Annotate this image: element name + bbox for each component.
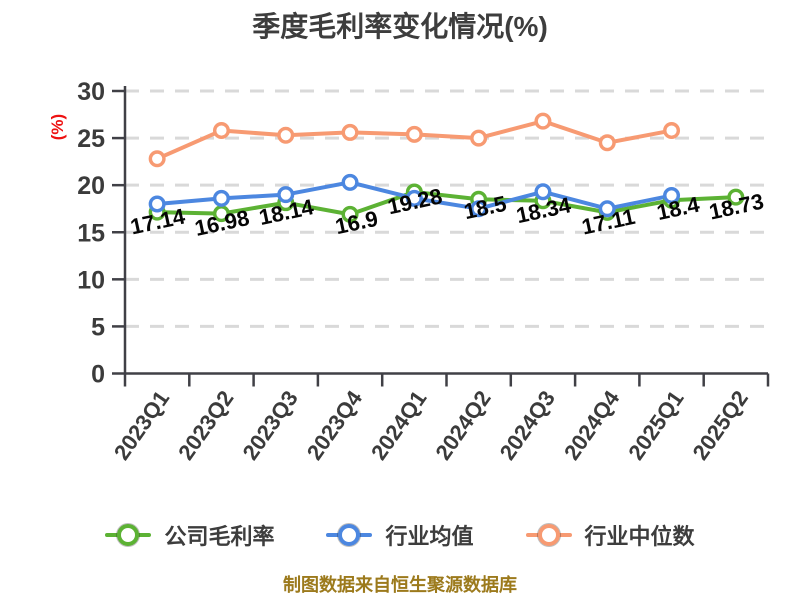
x-tick-label: 2024Q4 <box>559 385 625 464</box>
legend-label-industry-median: 行业中位数 <box>584 524 695 549</box>
y-tick-label: 5 <box>91 313 105 341</box>
y-tick-label: 20 <box>77 172 105 200</box>
x-tick-label: 2024Q3 <box>495 386 560 464</box>
x-tick-label: 2023Q3 <box>237 386 302 464</box>
legend-item-industry-median[interactable]: 行业中位数 <box>525 519 695 551</box>
legend-item-industry-average[interactable]: 行业均值 <box>326 519 474 551</box>
series-point-2-2023Q2 <box>212 122 230 140</box>
legend-line-industry-median <box>525 524 572 546</box>
data-label: 17.14 <box>128 203 188 239</box>
series-point-1-2025Q1 <box>663 187 681 205</box>
x-tick-label: 2025Q1 <box>623 386 688 464</box>
series-point-2-2023Q3 <box>277 126 295 144</box>
series-point-2-2024Q3 <box>534 112 552 130</box>
data-label: 18.5 <box>462 191 509 224</box>
x-tick-label: 2025Q2 <box>688 386 753 464</box>
legend-label-industry-average: 行业均值 <box>385 524 474 549</box>
series-line-0 <box>155 189 738 217</box>
chart-canvas: 0510152025302023Q12023Q22023Q32023Q42024… <box>48 78 770 465</box>
legend-circle-icon <box>117 524 140 546</box>
x-tick-label: 2023Q1 <box>109 386 174 464</box>
series-point-2-2023Q4 <box>341 123 359 141</box>
chart-title: 季度毛利率变化情况(%) <box>252 11 548 42</box>
legend-line-company <box>105 524 152 546</box>
series-point-0-2023Q4 <box>341 205 359 223</box>
legend: 公司毛利率 行业均值 行业中位数 <box>0 519 800 551</box>
series-point-1-2023Q1 <box>148 195 166 213</box>
data-label: 18.14 <box>257 194 317 230</box>
series-point-2-2023Q1 <box>148 150 166 168</box>
series-point-2-2024Q4 <box>598 134 616 152</box>
y-tick-label: 0 <box>91 361 105 389</box>
source-note: 制图数据来自恒生聚源数据库 <box>283 575 517 595</box>
series-point-2-2024Q2 <box>470 129 488 147</box>
series-point-1-2024Q1 <box>405 189 423 207</box>
series-point-1-2024Q4 <box>598 200 616 218</box>
x-tick-label: 2024Q1 <box>366 386 431 464</box>
legend-line-industry-average <box>326 524 373 546</box>
series-point-1-2024Q3 <box>534 183 552 201</box>
series-point-0-2025Q2 <box>727 188 745 206</box>
x-tick-label: 2023Q2 <box>173 386 238 464</box>
y-tick-label: 10 <box>77 266 105 294</box>
y-tick-label: 30 <box>77 78 105 106</box>
series-point-2-2025Q1 <box>663 122 681 140</box>
legend-circle-icon <box>338 524 361 546</box>
series-point-1-2024Q2 <box>470 200 488 218</box>
x-tick-label: 2023Q4 <box>302 385 368 464</box>
data-label: 16.98 <box>192 205 251 241</box>
series-point-1-2023Q4 <box>341 173 359 191</box>
series-point-1-2023Q2 <box>212 189 230 207</box>
y-tick-label: 15 <box>77 219 105 247</box>
y-axis-title: (%) <box>48 114 67 140</box>
legend-label-company: 公司毛利率 <box>164 524 275 549</box>
legend-item-company-gross-margin[interactable]: 公司毛利率 <box>105 519 274 551</box>
series-point-1-2023Q3 <box>277 186 295 204</box>
y-tick-label: 25 <box>77 125 105 153</box>
series-point-2-2024Q1 <box>405 125 423 143</box>
x-tick-label: 2024Q2 <box>430 386 495 464</box>
legend-circle-icon <box>537 524 560 546</box>
data-label: 19.28 <box>385 183 444 219</box>
data-label: 18.73 <box>707 189 766 225</box>
